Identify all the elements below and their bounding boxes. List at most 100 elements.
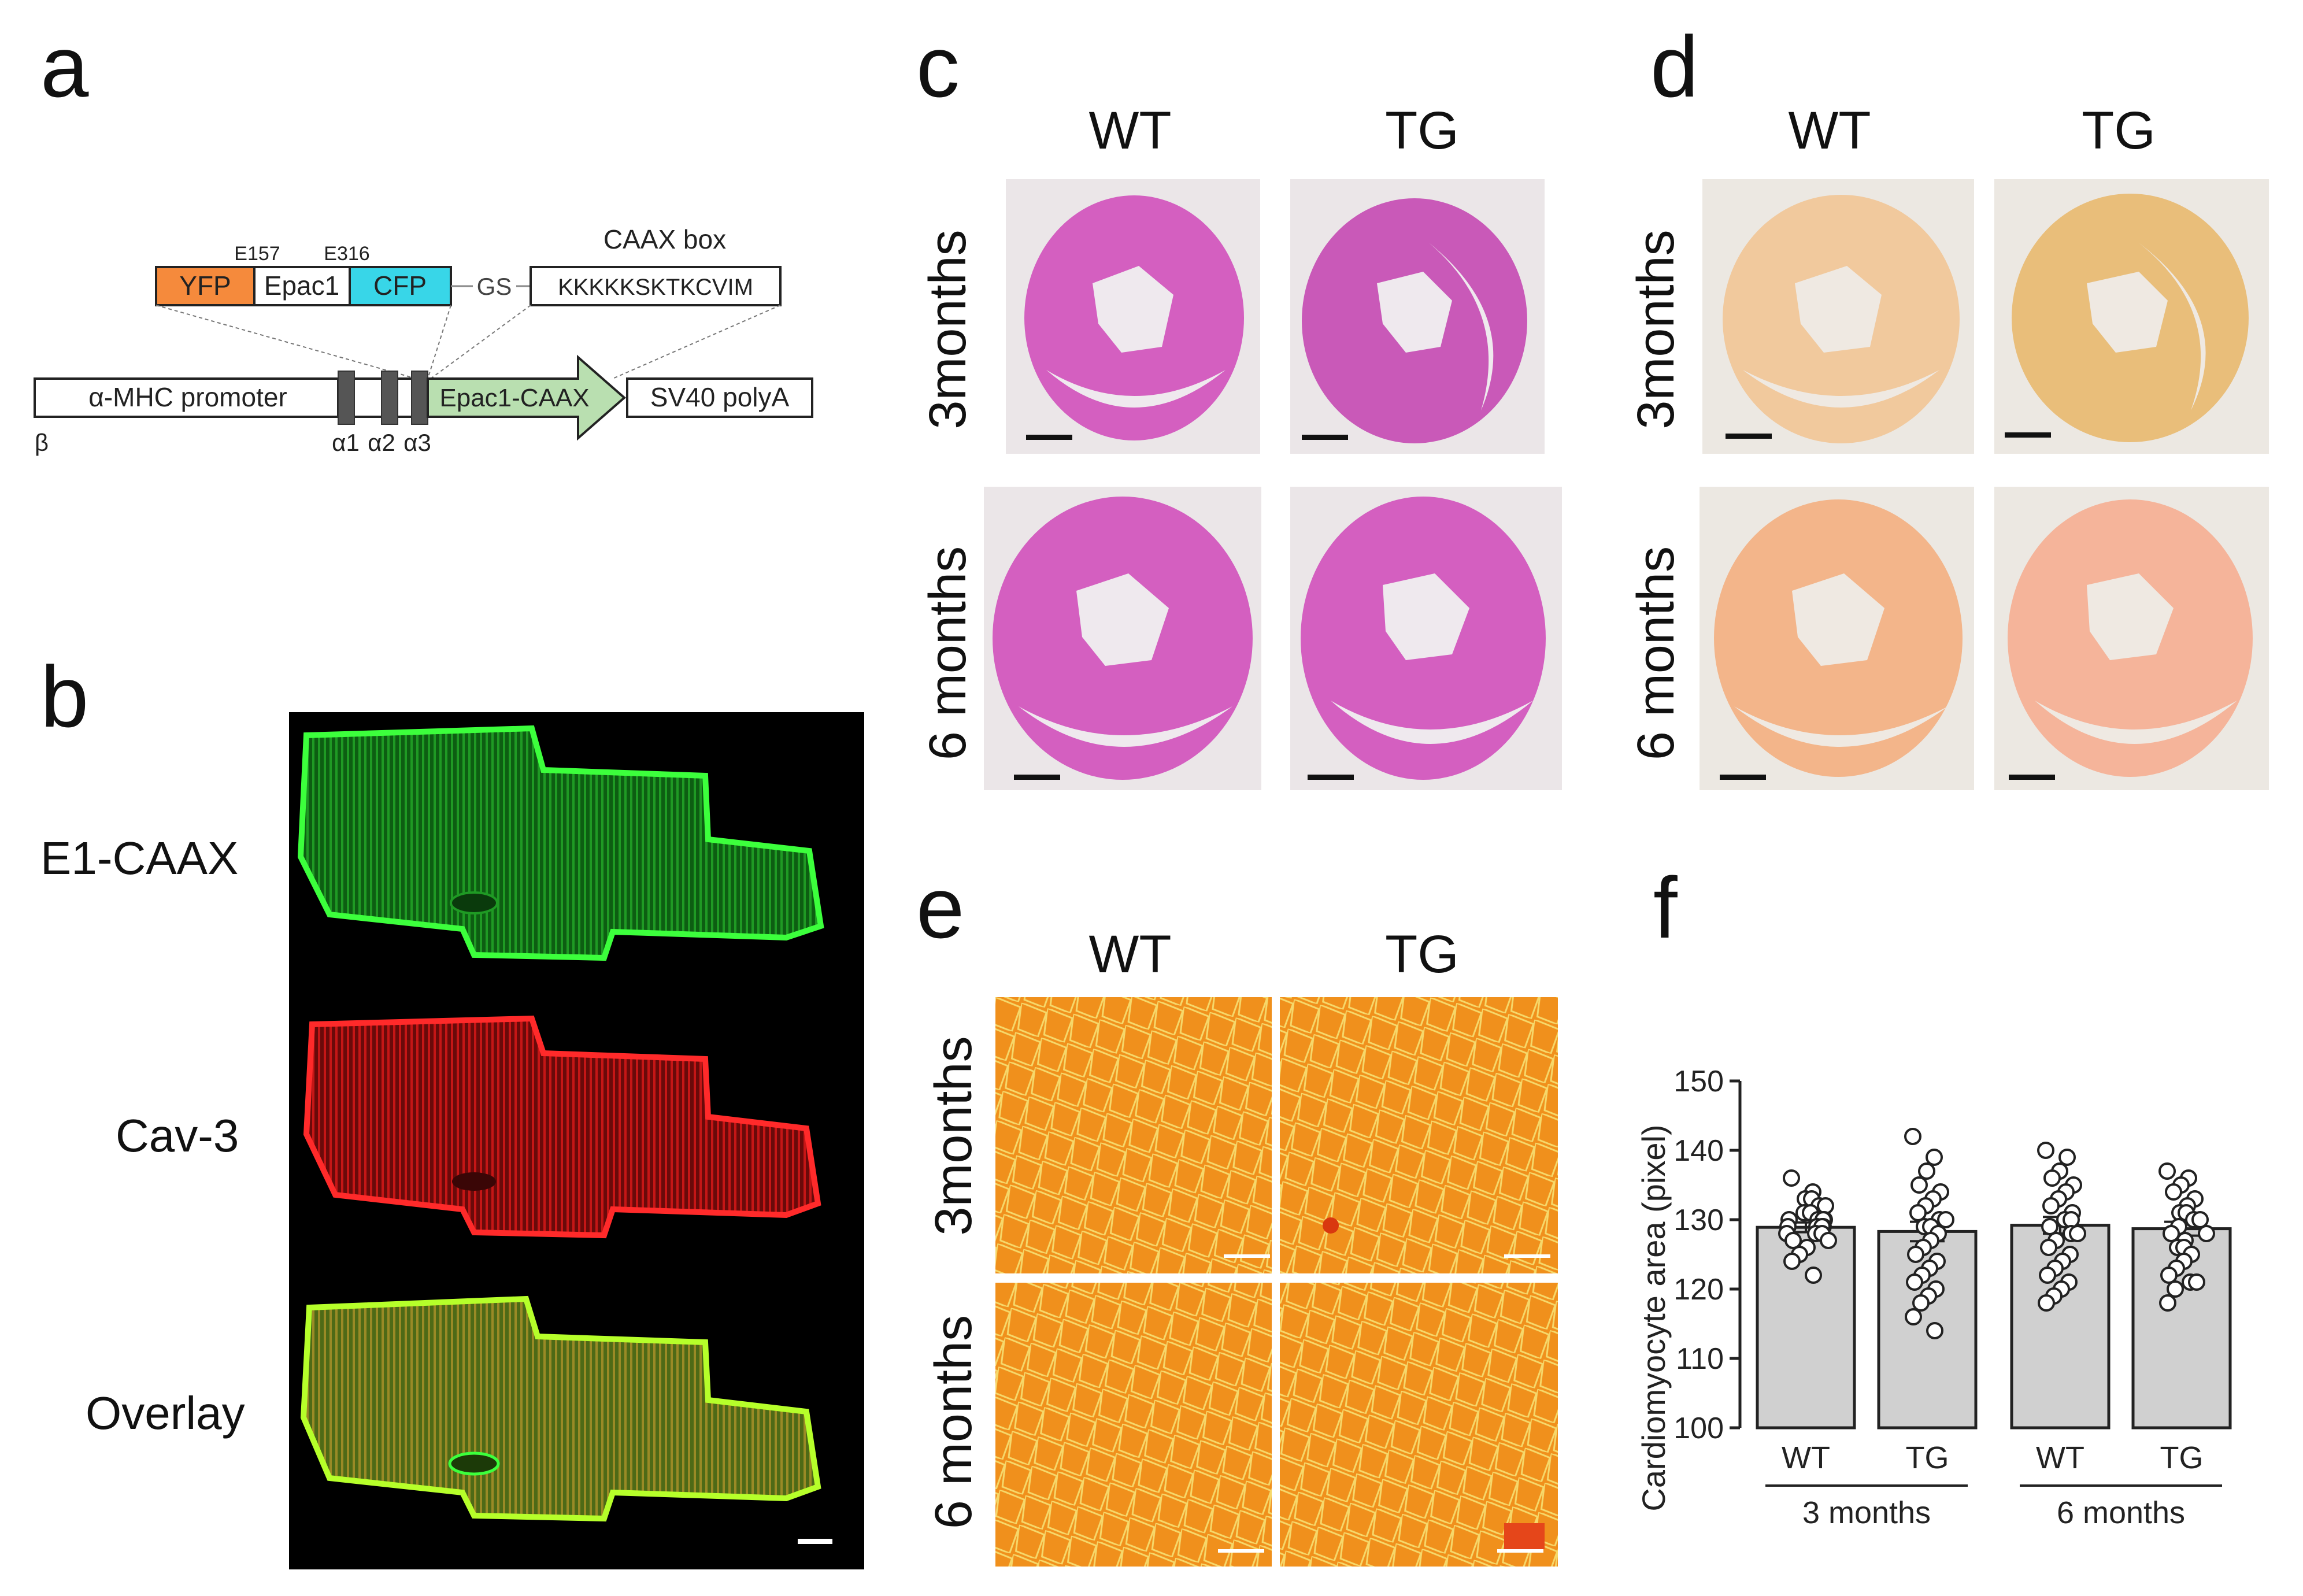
e-row-6months: 6 months	[925, 1314, 983, 1530]
confocal-image	[289, 712, 864, 1569]
point-2-7	[2042, 1197, 2060, 1214]
y-tick-label-110: 110	[1676, 1342, 1724, 1376]
c-row-3months: 3months	[919, 229, 977, 429]
d-image-tg-6m	[1994, 487, 2269, 790]
cfp-box	[349, 266, 452, 306]
point-3-0	[2158, 1162, 2176, 1180]
e-col-wt: WT	[1088, 925, 1172, 984]
yfp-label: YFP	[179, 271, 231, 301]
exon-a1	[338, 371, 355, 425]
x-label-1: TG	[1906, 1441, 1949, 1475]
y-tick-label-100: 100	[1673, 1412, 1724, 1445]
point-3-22	[2167, 1280, 2184, 1298]
b-row-label-e1-caax: E1-CAAX	[40, 832, 239, 884]
e-image-wt-3m	[995, 997, 1272, 1273]
point-3-12	[2198, 1225, 2215, 1242]
c-scale-wt-3m	[1026, 435, 1072, 440]
point-2-15	[2040, 1239, 2057, 1256]
y-tick-label-140: 140	[1673, 1134, 1724, 1168]
panel-label-b: b	[40, 648, 89, 745]
d-row-3months: 3months	[1627, 229, 1685, 429]
exon-a2	[381, 371, 398, 425]
point-0-5	[1817, 1197, 1834, 1214]
d-scale-tg-3m	[2005, 432, 2051, 438]
panel-label-d: d	[1650, 18, 1699, 115]
point-3-11	[2163, 1225, 2180, 1242]
point-2-19	[2039, 1267, 2056, 1284]
epac1-label: Epac1	[264, 271, 339, 301]
chart-cardiomyocyte-area: 100 110 120 130 140 150 WT TG WT TG 3 months 6 mont…	[1635, 1065, 2232, 1530]
point-1-3	[1910, 1176, 1928, 1194]
c-row-6months: 6 months	[919, 546, 977, 761]
epac-caax-label: Epac1-CAAX	[439, 384, 589, 412]
x-label-2: WT	[2036, 1441, 2084, 1475]
caax-seq-label: KKKKKSKTKCVIM	[558, 275, 753, 300]
cell-green	[297, 725, 824, 961]
e-image-tg-3m	[1280, 997, 1558, 1273]
e316-label: E316	[324, 243, 369, 265]
point-1-15	[1907, 1246, 1924, 1263]
point-3-19	[2160, 1267, 2178, 1284]
point-1-23	[1905, 1308, 1922, 1325]
c-col-wt: WT	[1088, 101, 1172, 160]
c-col-tg: TG	[1385, 101, 1459, 160]
e157-label: E157	[234, 243, 280, 265]
point-3-23	[2159, 1294, 2176, 1312]
x-label-0: WT	[1782, 1441, 1830, 1475]
point-1-1	[1926, 1149, 1943, 1166]
point-2-3	[2043, 1169, 2061, 1187]
point-2-0	[2037, 1142, 2054, 1159]
panel-label-f: f	[1653, 859, 1678, 956]
point-2-13	[2069, 1225, 2086, 1242]
c-scale-wt-6m	[1014, 775, 1060, 780]
group-label-1: 6 months	[2057, 1495, 2185, 1530]
point-3-3	[2165, 1183, 2182, 1201]
panel-label-a: a	[40, 18, 89, 115]
caax-box-title: CAAX box	[603, 224, 726, 254]
c-scale-tg-3m	[1302, 435, 1348, 440]
point-1-24	[1926, 1322, 1943, 1339]
point-0-0	[1783, 1169, 1800, 1187]
d-image-wt-3m	[1702, 179, 1974, 454]
yfp-box	[155, 266, 256, 306]
point-1-2	[1918, 1162, 1935, 1180]
d-scale-wt-3m	[1726, 434, 1772, 439]
c-scale-tg-6m	[1308, 775, 1354, 780]
epac1-box	[253, 266, 351, 306]
e-image-tg-6m	[1280, 1283, 1558, 1567]
point-3-21	[2188, 1273, 2205, 1291]
point-1-7	[1909, 1204, 1927, 1221]
d-scale-tg-6m	[2009, 775, 2055, 780]
a2-label: α2	[368, 429, 395, 456]
epac1-caax-arrow	[427, 354, 627, 441]
exon-a3	[411, 371, 428, 425]
bar-0	[1756, 1225, 1856, 1430]
d-image-tg-3m	[1994, 179, 2269, 454]
chart-ylabel: Cardiomyocyte area (pixel)	[1635, 1124, 1672, 1511]
e-col-tg: TG	[1385, 925, 1459, 984]
gs-label: GS	[477, 273, 512, 300]
a3-label: α3	[403, 429, 431, 456]
caax-seq-box	[530, 266, 782, 306]
cfp-label: CFP	[373, 271, 427, 301]
d-image-wt-6m	[1700, 487, 1974, 790]
point-0-19	[1784, 1232, 1802, 1249]
point-0-23	[1783, 1253, 1801, 1270]
b-row-label-overlay: Overlay	[86, 1387, 245, 1439]
point-1-22	[1912, 1294, 1930, 1312]
polya-label: SV40 polyA	[650, 382, 790, 412]
d-col-tg: TG	[2082, 101, 2156, 160]
point-1-9	[1937, 1211, 1954, 1228]
c-image-wt-6m	[984, 487, 1261, 790]
promoter-label: α-MHC promoter	[88, 382, 287, 412]
cell-overlay	[300, 1295, 821, 1522]
point-2-23	[2038, 1294, 2055, 1312]
point-2-1	[2058, 1149, 2076, 1166]
e-images	[995, 997, 1558, 1567]
cell-red	[303, 1015, 821, 1239]
d-scale-wt-6m	[1720, 775, 1766, 780]
point-1-19	[1906, 1273, 1923, 1291]
panel-label-c: c	[916, 18, 960, 115]
b-scale-bar	[798, 1539, 832, 1544]
x-label-3: TG	[2160, 1441, 2204, 1475]
